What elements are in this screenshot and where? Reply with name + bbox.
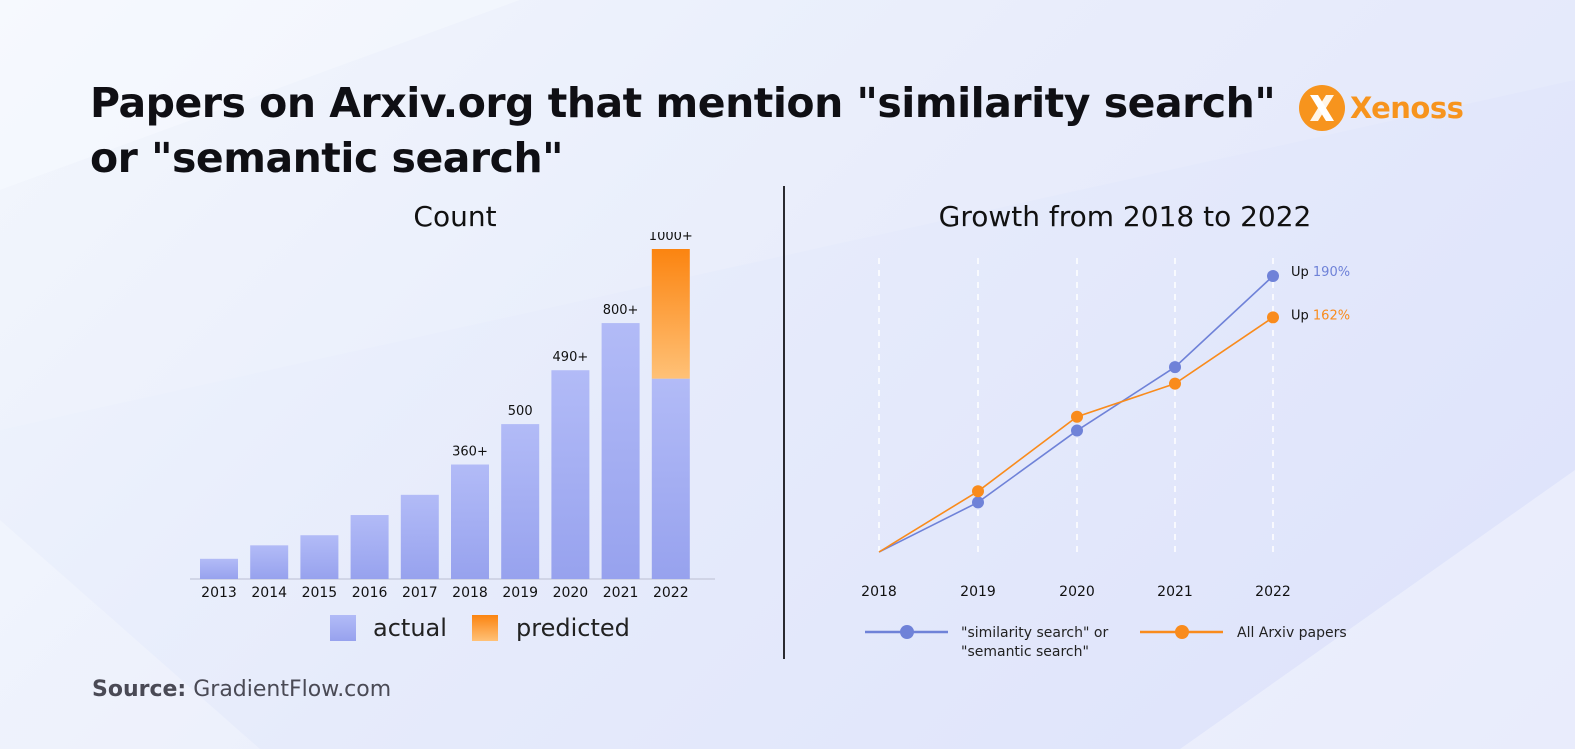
- legend-label-orange: All Arxiv papers: [1237, 625, 1347, 641]
- data-label-2022: 1000+: [649, 232, 693, 244]
- legend-label-blue-line1: "similarity search" or: [961, 625, 1108, 641]
- data-label-2020: 490+: [553, 350, 589, 365]
- x-tick-label-2014: 2014: [251, 585, 287, 601]
- data-label-2018: 360+: [452, 445, 488, 460]
- series-0-point-2019: [972, 496, 984, 509]
- x-tick-label-2018: 2018: [452, 585, 488, 601]
- legend-label-actual: actual: [373, 614, 447, 642]
- series-1-point-2020: [1071, 410, 1083, 423]
- bar-actual-2014: [250, 545, 289, 579]
- bar-legend: actual predicted: [330, 614, 630, 642]
- title-line-2: or "semantic search": [90, 134, 564, 182]
- series-0-point-2022: [1267, 270, 1279, 282]
- bar-actual-2016: [350, 515, 389, 579]
- page-title: Papers on Arxiv.org that mention "simila…: [90, 76, 1276, 186]
- legend-swatch-actual: [330, 615, 356, 641]
- x-tick-label-2020: 2020: [1059, 584, 1095, 600]
- bar-predicted-2022: [651, 249, 690, 379]
- bar-actual-2019: [501, 424, 540, 579]
- x-tick-label-2022: 2022: [653, 585, 689, 601]
- xenoss-x-logo-icon: [1299, 85, 1345, 131]
- xenoss-logo: Xenoss: [1298, 84, 1464, 132]
- legend-dot-blue: [900, 625, 914, 639]
- legend-dot-orange: [1175, 625, 1189, 639]
- x-tick-label-2013: 2013: [201, 585, 237, 601]
- series-0-point-2021: [1169, 361, 1181, 374]
- bar-actual-2022: [651, 378, 690, 579]
- x-tick-label-2015: 2015: [302, 585, 338, 601]
- x-tick-label-2016: 2016: [352, 585, 388, 601]
- x-tick-label-2020: 2020: [553, 585, 589, 601]
- series-1-point-2022: [1267, 311, 1279, 324]
- legend-label-blue-line2: "semantic search": [961, 644, 1089, 660]
- end-label-series-1: Up 162%: [1291, 308, 1350, 323]
- bar-chart: 2013 2014 2015 2016 2017 2018 360+ 2019 500 2020 4…: [190, 232, 715, 642]
- chart-divider: [783, 186, 785, 659]
- source-value: GradientFlow.com: [193, 677, 392, 702]
- bar-actual-2021: [601, 323, 640, 579]
- bar-actual-2013: [200, 558, 238, 579]
- legend-label-predicted: predicted: [516, 614, 630, 642]
- line-legend: "similarity search" or "semantic search"…: [865, 625, 1347, 660]
- bar-actual-2017: [400, 494, 439, 579]
- x-tick-label-2019: 2019: [502, 585, 538, 601]
- bar-actual-2020: [551, 370, 590, 579]
- series-1-point-2019: [972, 485, 984, 498]
- bar-chart-title: Count: [413, 200, 497, 233]
- legend-swatch-predicted: [472, 615, 498, 641]
- x-tick-label-2019: 2019: [960, 584, 996, 600]
- title-line-1: Papers on Arxiv.org that mention "simila…: [90, 79, 1276, 127]
- x-tick-label-2022: 2022: [1255, 584, 1291, 600]
- logo-text: Xenoss: [1350, 91, 1464, 125]
- line-chart: 2018 2019 2020 2021 2022 Up 190% Up 162% "sim…: [861, 258, 1350, 660]
- data-label-2019: 500: [508, 404, 533, 419]
- x-tick-label-2021: 2021: [1157, 584, 1193, 600]
- bar-actual-2015: [300, 535, 339, 579]
- x-tick-label-2021: 2021: [603, 585, 639, 601]
- bar-actual-2018: [451, 464, 489, 579]
- source-label: Source:: [92, 677, 187, 702]
- series-0-point-2020: [1071, 424, 1083, 437]
- x-tick-label-2018: 2018: [861, 584, 897, 600]
- series-1-point-2021: [1169, 377, 1181, 390]
- end-label-series-0: Up 190%: [1291, 265, 1350, 280]
- data-label-2021: 800+: [603, 303, 639, 318]
- source-credit: Source: GradientFlow.com: [92, 677, 391, 702]
- line-chart-title: Growth from 2018 to 2022: [938, 200, 1312, 233]
- x-tick-label-2017: 2017: [402, 585, 438, 601]
